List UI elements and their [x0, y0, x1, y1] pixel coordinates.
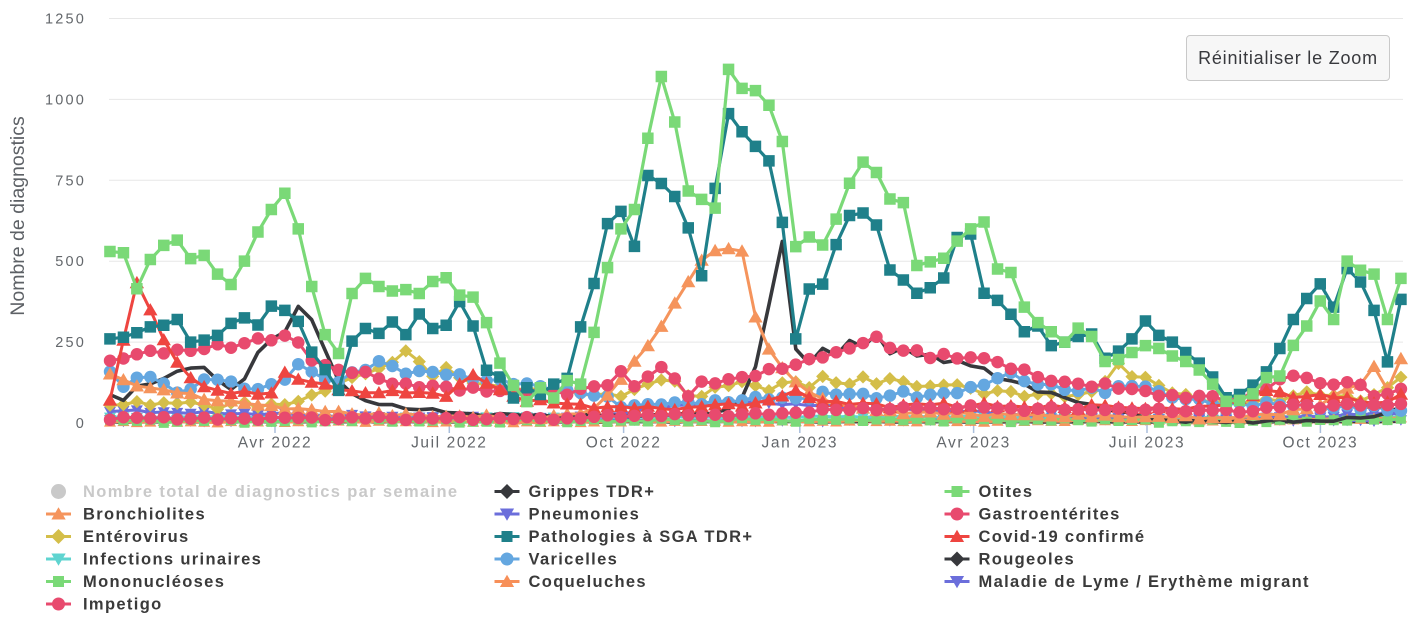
svg-text:Bronchiolites: Bronchiolites: [83, 506, 206, 524]
svg-text:Coqueluches: Coqueluches: [529, 573, 647, 591]
svg-text:Pathologies à SGA TDR+: Pathologies à SGA TDR+: [529, 528, 754, 546]
svg-text:500: 500: [55, 254, 86, 270]
svg-text:Nombre de diagnostics: Nombre de diagnostics: [7, 116, 29, 316]
svg-text:250: 250: [55, 335, 86, 351]
svg-text:Pneumonies: Pneumonies: [529, 506, 641, 524]
svg-text:1000: 1000: [45, 92, 86, 108]
svg-text:Avr 2023: Avr 2023: [936, 435, 1011, 452]
svg-text:Gastroentérites: Gastroentérites: [979, 506, 1121, 524]
svg-text:Juil 2022: Juil 2022: [411, 435, 487, 452]
svg-text:Impetigo: Impetigo: [83, 596, 163, 614]
svg-text:Infections urinaires: Infections urinaires: [83, 551, 262, 569]
svg-text:Oct 2023: Oct 2023: [1283, 435, 1359, 452]
svg-text:Varicelles: Varicelles: [529, 551, 619, 569]
svg-text:0: 0: [76, 416, 86, 432]
svg-text:Jan 2023: Jan 2023: [762, 435, 839, 452]
svg-text:1250: 1250: [45, 12, 86, 28]
svg-text:Otites: Otites: [979, 483, 1034, 501]
svg-text:Avr 2022: Avr 2022: [238, 435, 313, 452]
svg-text:Rougeoles: Rougeoles: [979, 551, 1076, 569]
svg-text:Oct 2022: Oct 2022: [586, 435, 662, 452]
svg-text:Covid-19 confirmé: Covid-19 confirmé: [979, 528, 1146, 546]
svg-text:Juil 2023: Juil 2023: [1109, 435, 1185, 452]
svg-text:Maladie de Lyme / Erythème mig: Maladie de Lyme / Erythème migrant: [979, 573, 1310, 591]
svg-text:Entérovirus: Entérovirus: [83, 528, 190, 546]
svg-text:Grippes TDR+: Grippes TDR+: [529, 483, 656, 501]
svg-text:750: 750: [55, 173, 86, 189]
svg-text:Mononucléoses: Mononucléoses: [83, 573, 225, 591]
svg-text:Nombre total de diagnostics pa: Nombre total de diagnostics par semaine: [83, 483, 458, 501]
